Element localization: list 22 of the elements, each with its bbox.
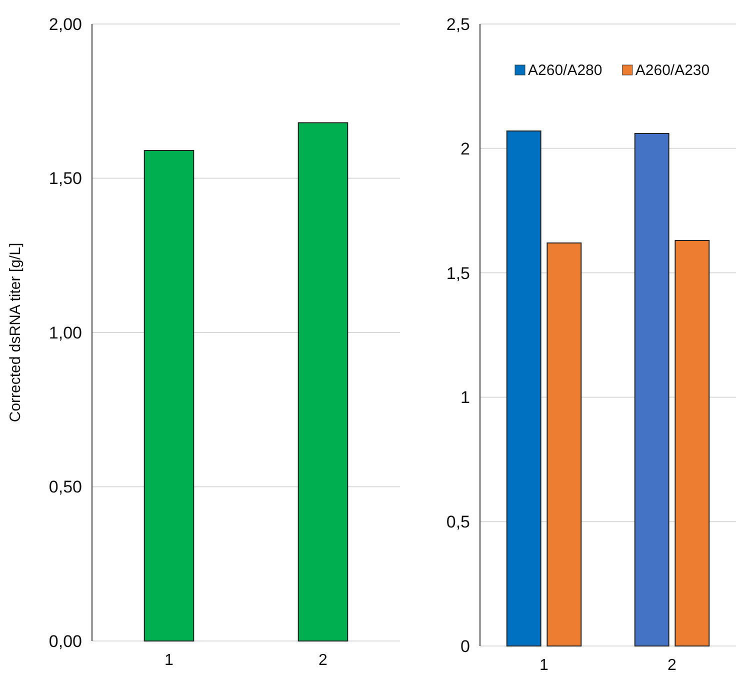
x-tick-label: 1 — [540, 657, 549, 674]
bar — [546, 242, 582, 646]
bar — [674, 240, 710, 646]
y-tick-label: 0 — [460, 636, 470, 656]
bar — [506, 130, 542, 646]
legend-label: A260/A230 — [635, 62, 710, 79]
y-tick-label: 2,5 — [446, 14, 470, 34]
y-tick-label: 0,5 — [446, 512, 470, 532]
y-tick-label: 1,50 — [48, 169, 82, 188]
x-tick-label: 1 — [164, 652, 174, 669]
x-tick-label: 2 — [318, 652, 328, 669]
legend-label: A260/A280 — [528, 62, 602, 79]
y-tick-label: 1 — [460, 388, 470, 408]
y-tick-label: 1,5 — [446, 264, 470, 283]
bar — [634, 132, 670, 646]
y-axis-title: Corrected dsRNA titer [g/L] — [7, 242, 24, 422]
y-tick-label: 0,00 — [48, 632, 82, 651]
y-tick-label: 1,00 — [48, 323, 82, 342]
y-tick-label: 0,50 — [48, 478, 82, 497]
y-tick-label: 2,00 — [48, 14, 82, 34]
y-tick-label: 2 — [460, 139, 470, 158]
x-tick-label: 2 — [668, 657, 677, 674]
